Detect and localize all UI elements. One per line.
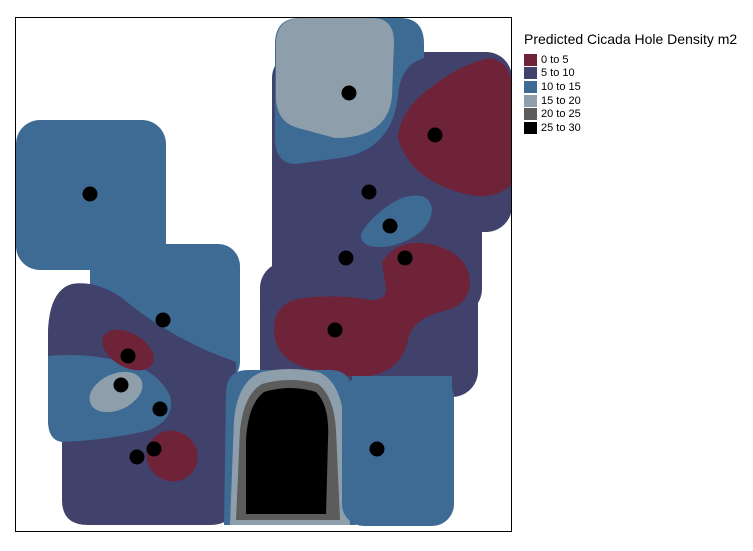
sample-point [338, 250, 354, 266]
zone-10-15-bottom-right [342, 376, 454, 526]
legend-label: 5 to 10 [541, 67, 575, 80]
legend-item-0-5: 0 to 5 [524, 53, 737, 67]
legend-swatch [524, 108, 537, 121]
legend-item-20-25: 20 to 25 [524, 107, 737, 121]
map-border [15, 17, 512, 532]
legend-item-5-10: 5 to 10 [524, 67, 737, 81]
sample-points [82, 85, 443, 465]
sample-point [120, 348, 136, 364]
zone-0-5-peanut [274, 242, 470, 377]
legend-label: 20 to 25 [541, 108, 581, 121]
zone-bottom-centre [224, 369, 356, 525]
sample-point [327, 322, 343, 338]
zone-left-lower [48, 283, 236, 525]
legend-swatch [524, 53, 537, 66]
sample-point [427, 127, 443, 143]
legend-item-10-15: 10 to 15 [524, 80, 737, 94]
sample-point [113, 377, 129, 393]
legend-swatch [524, 80, 537, 93]
legend-item-25-30: 25 to 30 [524, 121, 737, 135]
sample-point [341, 85, 357, 101]
legend-label: 0 to 5 [541, 53, 569, 66]
sample-point [397, 250, 413, 266]
zone-0-5-top-right [398, 58, 512, 197]
zone-15-20-left [89, 371, 143, 413]
legend-items: 0 to 5 5 to 10 10 to 15 15 to 20 20 to 2… [524, 53, 737, 135]
sample-point [129, 449, 145, 465]
zone-25-30-bottom-centre [246, 388, 329, 514]
legend-item-15-20: 15 to 20 [524, 94, 737, 108]
zone-10-15-middle [361, 195, 432, 248]
legend-title: Predicted Cicada Hole Density m2 [524, 31, 738, 47]
legend-swatch [524, 121, 537, 134]
sample-point [361, 184, 377, 200]
zone-top-right [272, 18, 512, 315]
sample-point [382, 218, 398, 234]
zone-0-5-left-lower [146, 430, 198, 482]
legend-swatch [524, 94, 537, 107]
sample-point [152, 401, 168, 417]
legend-label: 10 to 15 [541, 80, 581, 93]
zone-15-20-top [276, 18, 394, 138]
sample-point [155, 312, 171, 328]
sample-point [82, 186, 98, 202]
zone-10-15-bottom-right-top [352, 376, 452, 396]
sample-point [146, 441, 162, 457]
legend-swatch [524, 67, 537, 80]
sample-point [369, 441, 385, 457]
legend: Predicted Cicada Hole Density m2 0 to 5 … [524, 31, 737, 135]
legend-label: 25 to 30 [541, 121, 581, 134]
legend-label: 15 to 20 [541, 94, 581, 107]
